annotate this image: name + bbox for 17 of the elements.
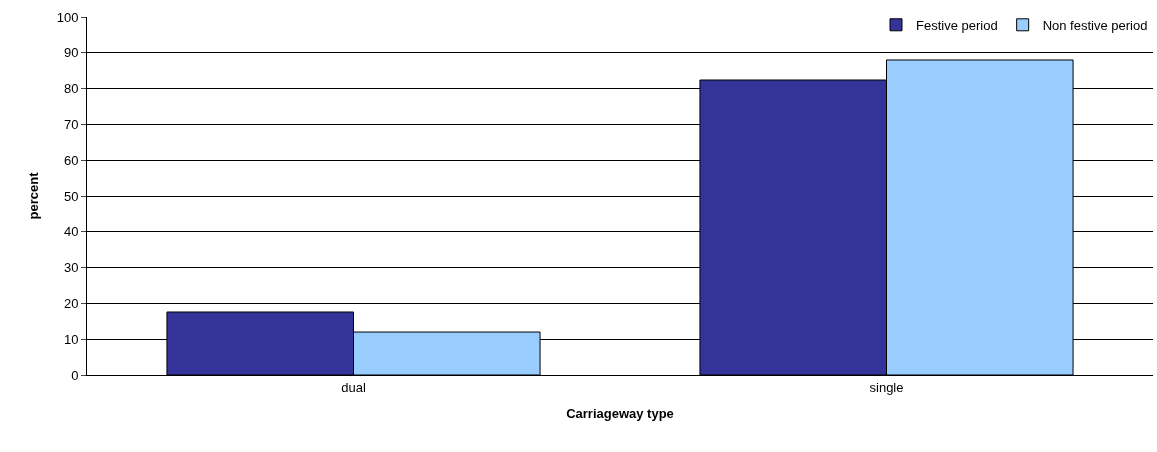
y-tick-label: 60 bbox=[63, 152, 79, 168]
y-tick-label: 30 bbox=[63, 260, 79, 276]
y-axis-title: percent bbox=[25, 171, 41, 220]
y-tick-label: 0 bbox=[71, 367, 79, 383]
x-tick-label: single bbox=[869, 379, 904, 395]
legend-label: Non festive period bbox=[1042, 17, 1148, 33]
y-tick-label: 10 bbox=[63, 331, 79, 347]
x-tick-label: dual bbox=[341, 379, 366, 395]
y-tick-label: 20 bbox=[63, 295, 79, 311]
legend-label: Festive period bbox=[916, 17, 998, 33]
y-tick-label: 50 bbox=[63, 188, 79, 204]
y-tick-label: 100 bbox=[56, 9, 79, 25]
x-axis-title: Carriageway type bbox=[566, 406, 674, 422]
y-tick-label: 40 bbox=[63, 224, 79, 240]
y-tick-label: 90 bbox=[63, 45, 79, 61]
y-tick-label: 80 bbox=[63, 81, 79, 97]
y-tick-label: 70 bbox=[63, 116, 79, 132]
